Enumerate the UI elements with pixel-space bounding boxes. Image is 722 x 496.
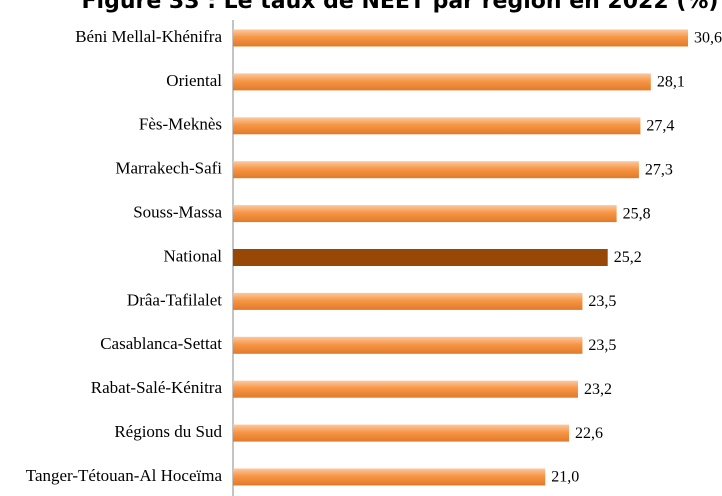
value-label: 23,5	[588, 293, 616, 310]
value-label: 21,0	[551, 469, 579, 486]
category-label: Oriental	[166, 71, 222, 90]
category-label: Drâa-Tafilalet	[127, 290, 222, 309]
value-label: 23,2	[584, 381, 612, 398]
bar	[233, 380, 578, 398]
bar	[233, 205, 617, 223]
bar	[233, 249, 608, 266]
value-label: 27,3	[645, 161, 673, 178]
category-label: Fès-Meknès	[139, 115, 222, 134]
bar	[233, 336, 583, 354]
category-label: Béni Mellal-Khénifra	[75, 27, 222, 46]
chart-title: Figure 33 : Le taux de NEET par région e…	[82, 0, 719, 14]
category-label: Marrakech-Safi	[115, 159, 222, 178]
value-label: 30,6	[694, 30, 722, 47]
value-label: 23,5	[588, 337, 616, 354]
bar	[233, 292, 583, 310]
bar	[233, 161, 639, 179]
bar	[233, 468, 546, 486]
value-label: 25,2	[614, 249, 642, 266]
value-label: 25,8	[623, 205, 651, 222]
category-label: National	[163, 246, 222, 265]
bar	[233, 73, 651, 91]
category-label: Souss-Massa	[133, 203, 222, 222]
bar	[233, 424, 570, 442]
value-label: 27,4	[646, 117, 674, 134]
category-label: Rabat-Salé-Kénitra	[91, 378, 223, 397]
value-label: 22,6	[575, 425, 603, 442]
category-label: Casablanca-Settat	[100, 334, 222, 353]
value-label: 28,1	[657, 74, 685, 91]
category-label: Régions du Sud	[114, 422, 222, 441]
bar	[233, 117, 641, 135]
category-label: Tanger-Tétouan-Al Hoceïma	[26, 466, 223, 485]
bar	[233, 29, 688, 47]
